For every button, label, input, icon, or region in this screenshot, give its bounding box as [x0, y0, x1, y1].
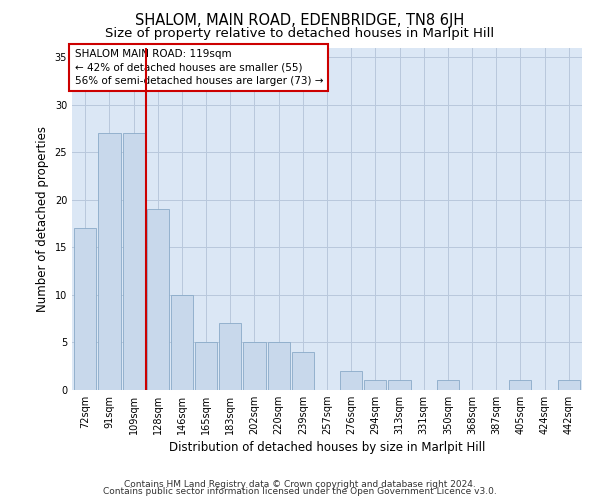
- Bar: [292, 352, 314, 390]
- Bar: [219, 324, 241, 390]
- Bar: [340, 371, 362, 390]
- Bar: [509, 380, 532, 390]
- Bar: [557, 380, 580, 390]
- Text: Size of property relative to detached houses in Marlpit Hill: Size of property relative to detached ho…: [106, 28, 494, 40]
- Bar: [122, 133, 145, 390]
- Text: SHALOM, MAIN ROAD, EDENBRIDGE, TN8 6JH: SHALOM, MAIN ROAD, EDENBRIDGE, TN8 6JH: [136, 12, 464, 28]
- Y-axis label: Number of detached properties: Number of detached properties: [36, 126, 49, 312]
- Bar: [364, 380, 386, 390]
- Text: SHALOM MAIN ROAD: 119sqm
← 42% of detached houses are smaller (55)
56% of semi-d: SHALOM MAIN ROAD: 119sqm ← 42% of detach…: [74, 49, 323, 86]
- Bar: [244, 342, 266, 390]
- Bar: [388, 380, 410, 390]
- Bar: [268, 342, 290, 390]
- Bar: [74, 228, 97, 390]
- Text: Contains HM Land Registry data © Crown copyright and database right 2024.: Contains HM Land Registry data © Crown c…: [124, 480, 476, 489]
- X-axis label: Distribution of detached houses by size in Marlpit Hill: Distribution of detached houses by size …: [169, 442, 485, 454]
- Bar: [98, 133, 121, 390]
- Bar: [171, 295, 193, 390]
- Bar: [146, 209, 169, 390]
- Text: Contains public sector information licensed under the Open Government Licence v3: Contains public sector information licen…: [103, 487, 497, 496]
- Bar: [437, 380, 459, 390]
- Bar: [195, 342, 217, 390]
